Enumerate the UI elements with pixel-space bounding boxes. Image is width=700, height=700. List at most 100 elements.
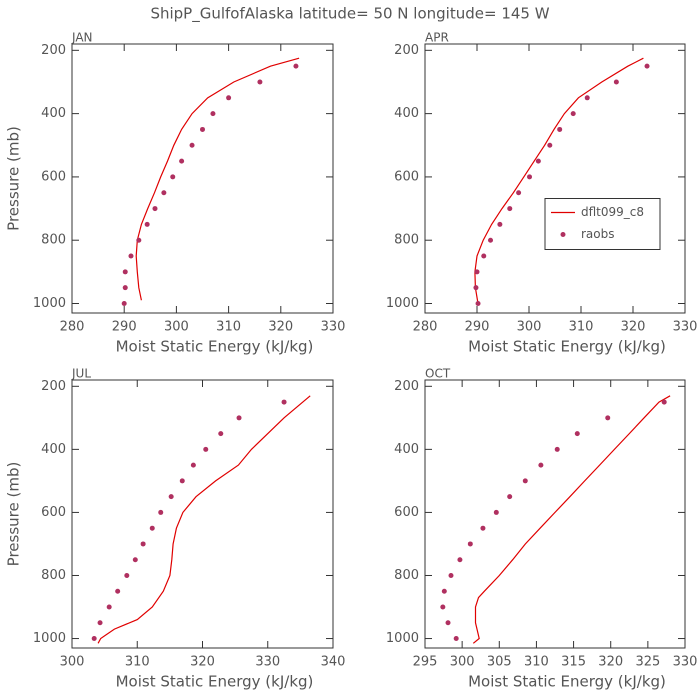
plot-frame: [424, 379, 686, 649]
y-tick-label: 600: [41, 169, 66, 184]
obs-point: [106, 604, 112, 610]
obs-point: [661, 399, 667, 405]
obs-point: [149, 525, 155, 531]
y-tick-label: 200: [394, 379, 419, 394]
obs-point: [190, 462, 196, 468]
y-axis-label: Pressure (mb): [5, 462, 23, 567]
obs-point: [473, 285, 479, 291]
y-tick-label: 1000: [33, 296, 66, 311]
legend-box: [544, 198, 661, 250]
x-tick-label: 340: [321, 655, 346, 670]
x-axis-label: Moist Static Energy (kJ/kg): [468, 673, 666, 691]
x-tick-label: 330: [255, 655, 280, 670]
obs-point: [574, 431, 580, 437]
obs-point: [538, 462, 544, 468]
obs-point: [644, 63, 650, 69]
figure-title: ShipP_GulfofAlaska latitude= 50 N longit…: [150, 5, 549, 24]
panel: JAN 280 290 300 310 320 330 200 400 600 800 1000 Moi…: [5, 31, 346, 356]
y-tick-label: 800: [394, 568, 419, 583]
obs-point: [161, 190, 167, 196]
obs-point: [584, 95, 590, 101]
y-tick-label: 600: [394, 169, 419, 184]
obs-point: [493, 509, 499, 515]
obs-point: [557, 126, 563, 132]
obs-point: [605, 415, 611, 421]
obs-point: [507, 494, 513, 500]
x-tick-label: 300: [164, 320, 189, 335]
obs-point: [152, 206, 158, 212]
y-tick-label: 800: [41, 233, 66, 248]
obs-point: [115, 588, 121, 594]
obs-point: [475, 301, 481, 307]
obs-point: [445, 620, 451, 626]
y-tick-label: 200: [394, 43, 419, 58]
model-line: [474, 57, 644, 304]
obs-point: [516, 190, 522, 196]
panel-title: JUL: [71, 367, 91, 381]
obs-point: [97, 620, 103, 626]
panel-title: JAN: [71, 31, 93, 45]
x-tick-label: 295: [413, 655, 438, 670]
obs-point: [91, 636, 97, 642]
obs-point: [124, 572, 130, 578]
y-tick-label: 1000: [386, 631, 419, 646]
x-axis-label: Moist Static Energy (kJ/kg): [116, 338, 314, 356]
obs-point: [453, 636, 459, 642]
obs-point: [527, 174, 533, 180]
obs-point: [481, 253, 487, 259]
x-tick-label: 300: [517, 320, 542, 335]
model-line: [135, 57, 300, 301]
obs-point: [179, 158, 185, 164]
x-tick-label: 315: [561, 655, 586, 670]
obs-point: [236, 415, 242, 421]
obs-point: [474, 269, 480, 275]
x-tick-label: 290: [112, 320, 137, 335]
x-axis-label: Moist Static Energy (kJ/kg): [116, 673, 314, 691]
x-tick-label: 310: [216, 320, 241, 335]
y-tick-label: 600: [41, 505, 66, 520]
obs-point: [507, 206, 513, 212]
obs-point: [179, 478, 185, 484]
obs-point: [448, 572, 454, 578]
obs-point: [613, 79, 619, 85]
legend-label: dflt099_c8: [581, 205, 644, 219]
y-tick-label: 200: [41, 379, 66, 394]
obs-point: [203, 446, 209, 452]
model-line: [472, 395, 671, 644]
x-tick-label: 330: [321, 320, 346, 335]
model-line: [97, 395, 311, 644]
x-tick-label: 300: [60, 655, 85, 670]
obs-point: [480, 525, 486, 531]
x-tick-label: 310: [125, 655, 150, 670]
panel: JUL 300 310 320 330 340 200 400 600 800 1000 Moist …: [5, 367, 346, 691]
panel-title: OCT: [425, 367, 451, 381]
obs-point: [226, 95, 232, 101]
obs-point: [140, 541, 146, 547]
y-tick-label: 400: [394, 106, 419, 121]
panel: APR 280 290 300 310 320 330 200 400 600 800 1000 Moi…: [386, 31, 698, 356]
x-tick-label: 310: [524, 655, 549, 670]
y-tick-label: 400: [394, 442, 419, 457]
x-tick-label: 320: [190, 655, 215, 670]
obs-point: [132, 557, 138, 563]
obs-point: [189, 142, 195, 148]
obs-point: [440, 604, 446, 610]
obs-point: [128, 253, 134, 259]
x-tick-label: 305: [487, 655, 512, 670]
obs-point: [547, 142, 553, 148]
obs-point: [136, 237, 142, 243]
x-tick-label: 280: [413, 320, 438, 335]
y-tick-label: 200: [41, 43, 66, 58]
y-axis-label: Pressure (mb): [5, 126, 23, 231]
x-tick-label: 290: [465, 320, 490, 335]
obs-point: [554, 446, 560, 452]
legend-label: raobs: [581, 227, 615, 241]
obs-point: [522, 478, 528, 484]
obs-point: [441, 588, 447, 594]
x-tick-label: 320: [268, 320, 293, 335]
obs-point: [144, 221, 150, 227]
obs-point: [488, 237, 494, 243]
obs-point: [122, 285, 128, 291]
obs-point: [257, 79, 263, 85]
